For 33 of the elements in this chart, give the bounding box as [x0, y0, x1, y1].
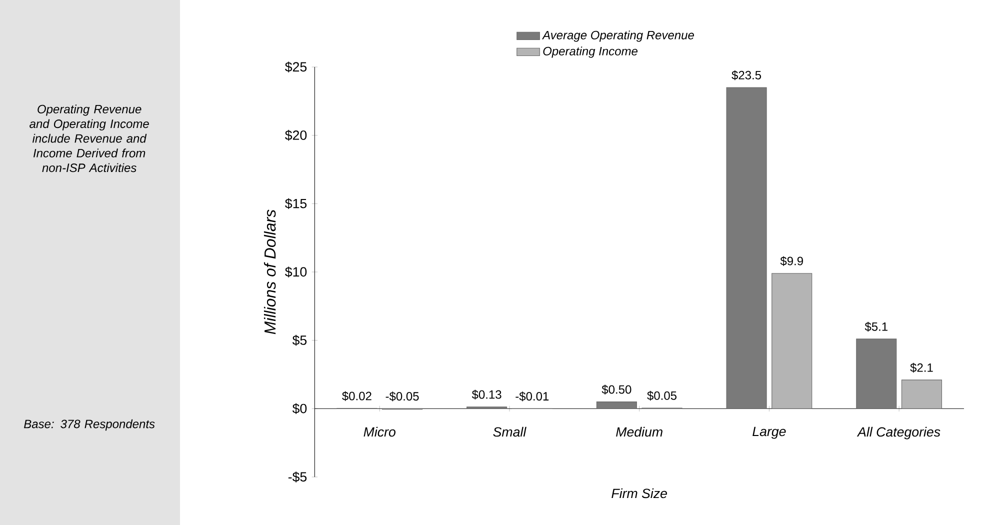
bar [596, 402, 637, 409]
x-tick-label: Large [752, 426, 786, 439]
y-tick-label: $25 [285, 62, 307, 72]
data-label: $5.1 [864, 322, 888, 332]
bar [726, 87, 767, 409]
x-tick-label: Medium [616, 426, 662, 437]
bar [901, 380, 942, 409]
data-label: $0.13 [472, 390, 502, 400]
x-tick-label: Small [493, 426, 526, 437]
y-tick-label: $20 [285, 130, 307, 141]
x-tick-label: All Categories [856, 426, 940, 440]
data-label: $9.9 [780, 256, 803, 266]
data-label: $2.1 [910, 362, 933, 373]
data-label: -$0.01 [516, 392, 549, 402]
data-label: $0.05 [647, 390, 677, 401]
data-label: $0.02 [342, 391, 372, 402]
legend-label: Average Operating Revenue [542, 30, 694, 42]
data-label: $0.50 [602, 384, 632, 394]
data-label: $23.5 [732, 70, 762, 80]
bar [772, 273, 812, 409]
text: Operating Revenue and Operating Income include Revenue and Income Derived from non-ISP Activities [30, 104, 149, 172]
y-tick-label: $5 [292, 334, 307, 346]
y-tick-label: $0 [292, 403, 307, 414]
x-tick-label: Micro [364, 426, 396, 437]
data-label: -$0.05 [386, 392, 419, 402]
y-tick-label: -$5 [288, 472, 307, 482]
x-axis-title: Firm Size [612, 488, 667, 498]
bar [856, 338, 897, 409]
y-tick-label: $15 [285, 198, 307, 210]
legend-label: Operating Income [543, 46, 638, 58]
y-axis-title: Millions of Dollars [264, 210, 276, 334]
y-tick-label: $10 [285, 266, 307, 278]
text: Base: 378 Respondents [24, 419, 155, 431]
